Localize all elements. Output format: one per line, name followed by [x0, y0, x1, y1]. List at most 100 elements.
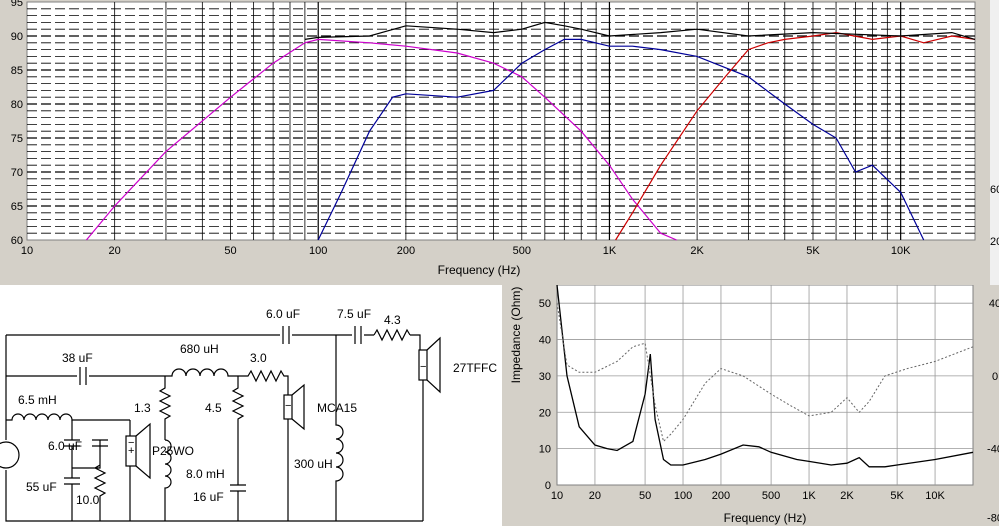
freq-y-tick-7: 60: [11, 235, 23, 247]
imp-right-tick-labels: 40 0 -40 -80: [987, 298, 999, 524]
freq-x-tick-8: 5K: [806, 245, 820, 257]
cap-55-symbol: [64, 468, 80, 521]
imp-x-tick-7: 2K: [840, 490, 854, 502]
inductor-80-symbol: [164, 439, 172, 521]
label-woofer: P25WO: [152, 444, 194, 458]
label-c-tweeter: 7.5 uF: [337, 307, 371, 321]
freq-x-tick-9: 10K: [891, 245, 911, 257]
cap-tweeter-symbol: [354, 326, 362, 344]
imp-x-tick-3: 100: [674, 490, 692, 502]
imp-x-tick-1: 20: [589, 490, 601, 502]
imp-x-tick-5: 500: [762, 490, 780, 502]
mid-polarity-minus: −: [285, 400, 291, 412]
cap-38-symbol: [79, 367, 87, 385]
frequency-response-panel: 95 90 85 80 75 70 65 60 10 20 50 100 200 500 1K 2K 5K 10…: [0, 0, 990, 285]
label-l-65: 6.5 mH: [18, 393, 57, 407]
tweeter-polarity-minus: −: [420, 361, 426, 373]
label-r-100: 10.0: [76, 493, 100, 507]
imp-right-tick-1: 0: [992, 371, 998, 383]
imp-plot-area: [556, 284, 974, 486]
cap-top-symbol: [282, 326, 290, 344]
freq-x-axis-label: Frequency (Hz): [438, 263, 521, 277]
woofer-driver-cone: [135, 422, 151, 480]
freq-y-tick-5: 70: [11, 167, 23, 179]
inductor-680-symbol: [165, 368, 238, 377]
imp-x-tick-4: 200: [712, 490, 730, 502]
label-c-38: 38 uF: [62, 351, 93, 365]
right-edge-label-bottom: 20: [990, 236, 999, 248]
freq-y-tick-1: 90: [11, 31, 23, 43]
cap-60-symbol: [64, 420, 80, 468]
freq-y-tick-3: 80: [11, 99, 23, 111]
imp-series-1: [556, 303, 974, 443]
imp-x-axis-label: Frequency (Hz): [724, 511, 807, 525]
freq-x-tick-7: 2K: [690, 245, 704, 257]
imp-x-tick-9: 10K: [925, 490, 945, 502]
freq-x-tick-6: 1K: [603, 245, 617, 257]
label-r-30: 3.0: [250, 351, 267, 365]
imp-y-tick-labels: 50 40 30 20 10 0: [539, 298, 551, 492]
label-c-16: 16 uF: [193, 490, 224, 504]
top-rail-wire: [6, 334, 421, 350]
imp-x-tick-2: 50: [639, 490, 651, 502]
freq-plot-area: [26, 1, 976, 241]
imp-y-tick-5: 0: [545, 480, 551, 492]
freq-series-2: [615, 31, 976, 241]
freq-series-1: [317, 38, 925, 241]
label-l-680: 680 uH: [180, 342, 219, 356]
tweeter-driver-cone: [426, 336, 441, 394]
label-c-55: 55 uF: [26, 480, 57, 494]
woofer-polarity-minus: −: [128, 437, 134, 449]
resistor-tweeter-symbol: [373, 328, 411, 342]
label-r-tweeter: 4.3: [384, 313, 401, 327]
label-mid: MCA15: [317, 401, 357, 415]
freq-x-tick-0: 10: [21, 245, 33, 257]
right-edge-strip: 60 20: [990, 0, 999, 285]
imp-y-axis-label: Impedance (Ohm): [509, 287, 523, 384]
resistor-13-symbol: [158, 376, 172, 440]
imp-x-tick-6: 1K: [802, 490, 816, 502]
inductor-300-symbol: [335, 335, 344, 521]
imp-x-tick-8: 5K: [890, 490, 904, 502]
left-bottom-rail-wire: [5, 335, 423, 522]
freq-y-tick-labels: 95 90 85 80 75 70 65 60: [11, 0, 23, 247]
label-c-top: 6.0 uF: [266, 307, 300, 321]
freq-y-tick-6: 65: [11, 201, 23, 213]
label-l-300: 300 uH: [294, 457, 333, 471]
freq-x-tick-2: 50: [224, 245, 236, 257]
imp-y-tick-2: 30: [539, 371, 551, 383]
label-tweeter: 27TFFC: [453, 361, 497, 375]
label-r-13: 1.3: [134, 401, 151, 415]
resistor-30-symbol: [238, 369, 289, 395]
imp-y-tick-1: 40: [539, 335, 551, 347]
imp-right-tick-0: 40: [989, 298, 999, 310]
label-c-60: 6.0 uF: [48, 439, 82, 453]
freq-x-tick-1: 20: [109, 245, 121, 257]
freq-grid: [27, 2, 975, 240]
imp-y-tick-0: 50: [539, 298, 551, 310]
crossover-schematic: 6.0 uF 7.5 uF 4.3 27TFFC 38 uF 680 uH 3.…: [0, 285, 502, 526]
right-edge-label-top: 60: [990, 184, 999, 196]
label-r-45: 4.5: [205, 401, 222, 415]
mid-driver-cone: [291, 383, 305, 431]
label-l-80: 8.0 mH: [186, 467, 225, 481]
freq-x-tick-labels: 10 20 50 100 200 500 1K 2K 5K 10K: [21, 245, 911, 257]
imp-series-group: [556, 284, 974, 468]
freq-x-tick-5: 500: [513, 245, 531, 257]
freq-y-tick-4: 75: [11, 133, 23, 145]
cap-16-symbol: [230, 484, 246, 521]
freq-y-tick-0: 95: [11, 0, 23, 9]
freq-x-tick-3: 100: [309, 245, 327, 257]
imp-y-tick-3: 20: [539, 407, 551, 419]
imp-right-tick-2: -40: [987, 444, 999, 456]
inductor-65-symbol: [6, 413, 130, 421]
imp-x-tick-0: 10: [551, 490, 563, 502]
freq-series-0: [85, 38, 677, 241]
freq-y-tick-2: 85: [11, 65, 23, 77]
freq-x-tick-4: 200: [397, 245, 415, 257]
woofer-driver-box: [125, 435, 137, 467]
imp-y-tick-4: 10: [539, 444, 551, 456]
